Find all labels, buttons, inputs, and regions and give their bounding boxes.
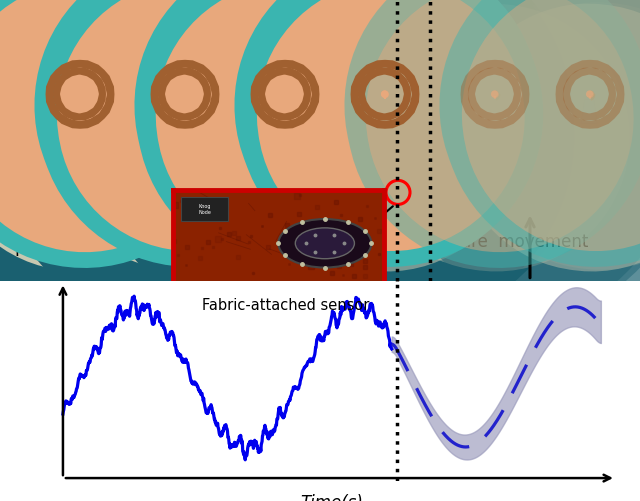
Polygon shape xyxy=(486,99,502,124)
Ellipse shape xyxy=(495,94,500,101)
Bar xyxy=(589,96,591,99)
Bar xyxy=(79,96,81,99)
Ellipse shape xyxy=(386,94,390,101)
Polygon shape xyxy=(276,99,292,124)
Circle shape xyxy=(587,90,595,98)
Circle shape xyxy=(182,90,189,98)
Bar xyxy=(494,96,496,99)
Bar xyxy=(181,197,228,221)
Bar xyxy=(184,96,186,99)
Bar xyxy=(384,96,386,99)
Polygon shape xyxy=(176,99,192,124)
Circle shape xyxy=(491,90,499,98)
Circle shape xyxy=(282,90,289,98)
Circle shape xyxy=(281,90,289,98)
Circle shape xyxy=(281,91,288,98)
Circle shape xyxy=(77,90,84,98)
Circle shape xyxy=(181,91,188,98)
Polygon shape xyxy=(581,99,597,124)
Bar xyxy=(284,96,286,99)
Text: Sensor
reading: Sensor reading xyxy=(10,213,68,247)
Circle shape xyxy=(586,90,594,98)
Circle shape xyxy=(492,90,499,98)
Text: Future  movement: Future movement xyxy=(435,233,588,252)
Circle shape xyxy=(76,91,83,98)
Circle shape xyxy=(278,219,371,268)
Circle shape xyxy=(586,91,593,98)
Circle shape xyxy=(381,90,389,98)
Ellipse shape xyxy=(591,94,595,101)
Circle shape xyxy=(381,91,388,98)
Ellipse shape xyxy=(81,94,85,101)
Text: Knog
Node: Knog Node xyxy=(198,204,211,214)
Text: Time(s): Time(s) xyxy=(300,494,364,501)
Circle shape xyxy=(381,90,389,98)
Circle shape xyxy=(295,228,355,259)
Ellipse shape xyxy=(186,94,191,101)
Circle shape xyxy=(181,90,189,98)
Circle shape xyxy=(491,91,498,98)
Text: Fabric-attached sensor: Fabric-attached sensor xyxy=(202,298,369,313)
Text: Past movement: Past movement xyxy=(15,241,145,260)
Polygon shape xyxy=(376,99,392,124)
Ellipse shape xyxy=(285,94,291,101)
Polygon shape xyxy=(71,99,87,124)
Circle shape xyxy=(76,90,84,98)
